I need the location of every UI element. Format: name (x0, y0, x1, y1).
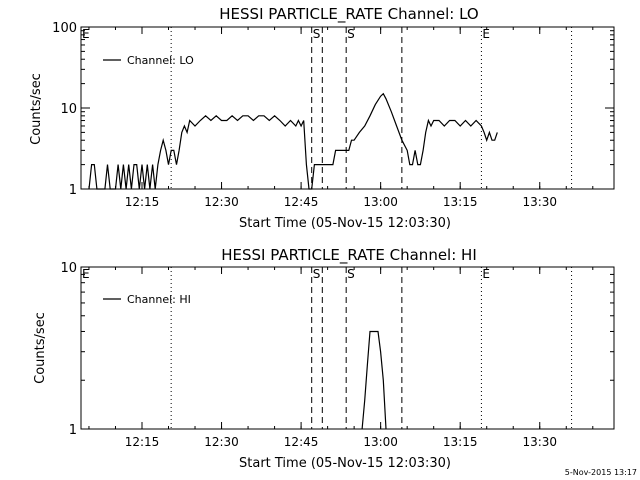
lo-y-tick-label: 10 (60, 102, 77, 117)
hi-channel-panel: HESSI PARTICLE_RATE Channel: HI Counts/s… (33, 246, 615, 471)
lo-y-axis-label: Counts/sec (29, 73, 44, 145)
lo-marker-label: E (482, 27, 490, 41)
lo-x-tick-label: 12:30 (204, 195, 239, 209)
lo-ticks: 12:15 12:30 12:45 13:00 13:15 13:30 1 10 100 (52, 21, 614, 209)
lo-x-tick-label: 12:45 (284, 195, 319, 209)
lo-plot-frame (80, 26, 615, 190)
hi-ticks: 12:15 12:30 12:45 13:00 13:15 13:30 1 10 (60, 261, 614, 449)
lo-x-tick-label: 13:30 (522, 195, 557, 209)
hi-x-tick-label: 13:00 (363, 435, 398, 449)
hi-plot-frame (80, 266, 615, 430)
hi-x-tick-label: 12:30 (204, 435, 239, 449)
lo-x-tick-label: 13:00 (363, 195, 398, 209)
hi-x-axis-label: Start Time (05-Nov-15 12:03:30) (239, 456, 451, 471)
hi-x-tick-label: 13:15 (443, 435, 478, 449)
hi-chart-title: HESSI PARTICLE_RATE Channel: HI (221, 246, 477, 265)
hi-y-tick-label: 10 (60, 261, 77, 276)
lo-marker-label: S (313, 27, 321, 41)
lo-y-tick-label: 100 (52, 21, 77, 36)
hi-marker-label: E (482, 267, 490, 281)
hi-y-tick-label: 1 (69, 423, 77, 438)
lo-chart-title: HESSI PARTICLE_RATE Channel: LO (219, 5, 478, 24)
hi-legend-label: Channel: HI (127, 293, 191, 306)
hi-x-tick-label: 12:15 (125, 435, 160, 449)
lo-marker-label: E (82, 27, 90, 41)
lo-legend-label: Channel: LO (127, 54, 194, 67)
lo-x-axis-label: Start Time (05-Nov-15 12:03:30) (239, 216, 451, 231)
footer-timestamp: 5-Nov-2015 13:17 (565, 468, 637, 477)
hi-x-tick-label: 12:45 (284, 435, 319, 449)
lo-y-tick-label: 1 (69, 183, 77, 198)
hi-marker-label: S (313, 267, 321, 281)
hi-marker-label: E (82, 267, 90, 281)
lo-x-tick-label: 12:15 (125, 195, 160, 209)
lo-channel-panel: HESSI PARTICLE_RATE Channel: LO Counts/s… (29, 5, 615, 231)
hi-series-line (361, 330, 387, 430)
lo-x-tick-label: 13:15 (443, 195, 478, 209)
hi-marker-label: S (347, 267, 355, 281)
hi-x-tick-label: 13:30 (522, 435, 557, 449)
lo-series-line (88, 92, 498, 190)
hi-y-axis-label: Counts/sec (33, 312, 48, 384)
lo-marker-label: S (347, 27, 355, 41)
